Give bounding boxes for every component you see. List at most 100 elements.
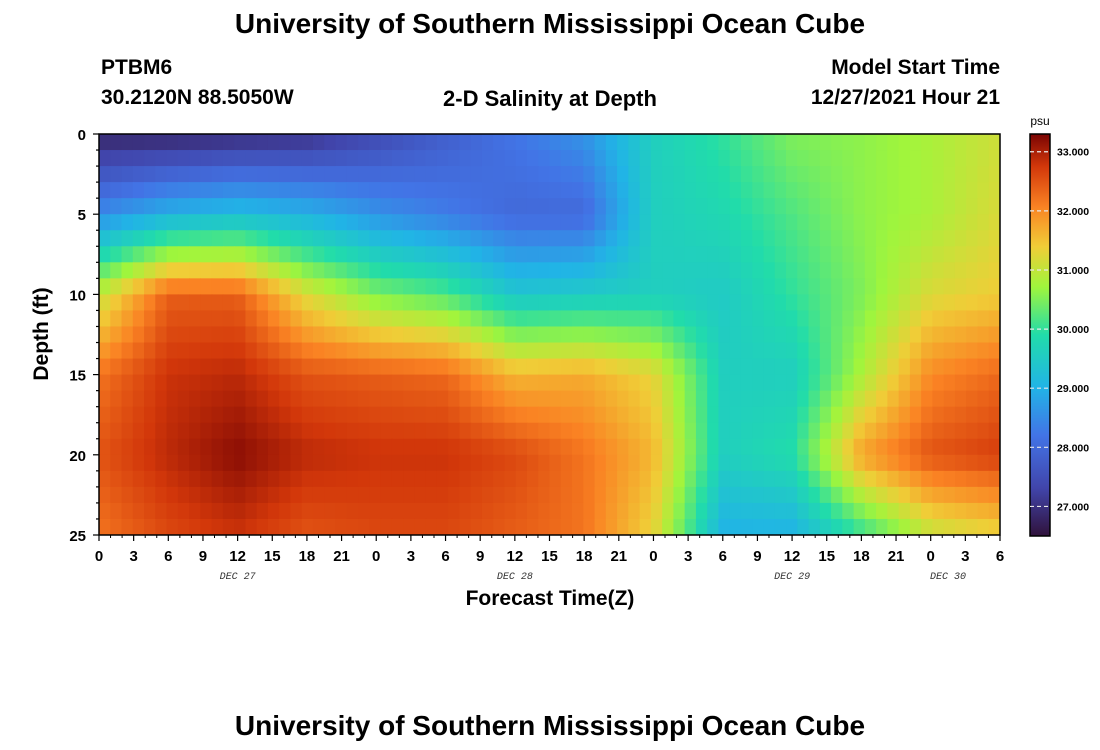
heatmap-cell bbox=[684, 262, 697, 279]
heatmap-cell bbox=[718, 358, 731, 376]
heatmap-cell bbox=[740, 294, 753, 312]
heatmap-cell bbox=[853, 390, 866, 408]
date-label: DEC 28 bbox=[497, 572, 533, 583]
heatmap-cell bbox=[256, 342, 269, 360]
heatmap-cell bbox=[876, 246, 888, 263]
heatmap-cell bbox=[831, 278, 843, 295]
heatmap-cell bbox=[650, 422, 663, 440]
heatmap-cell bbox=[808, 262, 821, 279]
heatmap-cell bbox=[256, 150, 269, 167]
x-tick-label: 18 bbox=[853, 548, 870, 565]
heatmap-cell bbox=[335, 438, 348, 456]
heatmap-cell bbox=[222, 310, 235, 328]
heatmap-cell bbox=[189, 278, 201, 295]
heatmap-cell bbox=[256, 390, 269, 408]
heatmap-cell bbox=[583, 294, 596, 312]
heatmap-cell bbox=[526, 214, 539, 231]
heatmap-cell bbox=[515, 278, 528, 295]
heatmap-cell bbox=[335, 390, 348, 408]
heatmap-cell bbox=[132, 406, 145, 424]
heatmap-cell bbox=[887, 182, 900, 199]
heatmap-cell bbox=[267, 294, 280, 312]
heatmap-cell bbox=[481, 294, 494, 312]
heatmap-cell bbox=[549, 150, 562, 167]
heatmap-cell bbox=[267, 278, 280, 295]
heatmap-cell bbox=[786, 342, 798, 360]
heatmap-cell bbox=[380, 422, 393, 440]
heatmap-cell bbox=[346, 374, 359, 392]
heatmap-cell bbox=[909, 198, 922, 215]
heatmap-cell bbox=[560, 310, 573, 328]
heatmap-cell bbox=[301, 422, 314, 440]
heatmap-cell bbox=[515, 502, 528, 520]
heatmap-cell bbox=[740, 390, 753, 408]
heatmap-cell bbox=[943, 182, 956, 199]
heatmap-cell bbox=[774, 150, 787, 167]
heatmap-cell bbox=[504, 406, 517, 424]
heatmap-cell bbox=[358, 326, 370, 344]
heatmap-cell bbox=[222, 390, 235, 408]
heatmap-cell bbox=[707, 294, 720, 312]
heatmap-cell bbox=[448, 326, 460, 344]
heatmap-cell bbox=[448, 374, 460, 392]
heatmap-cell bbox=[132, 294, 145, 312]
heatmap-cell bbox=[707, 262, 720, 279]
heatmap-cell bbox=[921, 390, 934, 408]
heatmap-cell bbox=[831, 310, 843, 328]
heatmap-cell bbox=[549, 166, 562, 183]
heatmap-cell bbox=[887, 470, 900, 488]
heatmap-cell bbox=[504, 150, 517, 167]
heatmap-cell bbox=[425, 166, 438, 183]
heatmap-cell bbox=[752, 150, 765, 167]
heatmap-cell bbox=[200, 470, 213, 488]
heatmap-cell bbox=[481, 406, 494, 424]
heatmap-cell bbox=[583, 438, 596, 456]
heatmap-cell bbox=[526, 342, 539, 360]
heatmap-cell bbox=[583, 182, 596, 199]
heatmap-cell bbox=[774, 166, 787, 183]
heatmap-cell bbox=[876, 230, 888, 247]
heatmap-cell bbox=[200, 150, 213, 167]
heatmap-cell bbox=[909, 374, 922, 392]
heatmap-cell bbox=[99, 406, 111, 424]
heatmap-cell bbox=[583, 150, 596, 167]
heatmap-cell bbox=[414, 310, 427, 328]
heatmap-cell bbox=[594, 486, 607, 504]
heatmap-cell bbox=[279, 166, 292, 183]
heatmap-cell bbox=[819, 198, 832, 215]
heatmap-cell bbox=[493, 390, 506, 408]
heatmap-cell bbox=[504, 134, 517, 151]
heatmap-cell bbox=[121, 502, 134, 520]
heatmap-cell bbox=[414, 358, 427, 376]
heatmap-cell bbox=[312, 134, 325, 151]
heatmap-cell bbox=[414, 486, 427, 504]
heatmap-cell bbox=[301, 438, 314, 456]
heatmap-cell bbox=[200, 422, 213, 440]
heatmap-cell bbox=[99, 342, 111, 360]
heatmap-cell bbox=[774, 262, 787, 279]
heatmap-cell bbox=[954, 150, 967, 167]
heatmap-cell bbox=[740, 406, 753, 424]
heatmap-cell bbox=[324, 182, 337, 199]
heatmap-cell bbox=[279, 390, 292, 408]
heatmap-cell bbox=[346, 294, 359, 312]
heatmap-cell bbox=[650, 358, 663, 376]
heatmap-cell bbox=[831, 422, 843, 440]
heatmap-cell bbox=[898, 326, 911, 344]
heatmap-cell bbox=[267, 422, 280, 440]
heatmap-cell bbox=[966, 342, 979, 360]
heatmap-cell bbox=[617, 182, 629, 199]
heatmap-cell bbox=[842, 294, 855, 312]
heatmap-cell bbox=[718, 230, 731, 247]
heatmap-cell bbox=[831, 438, 843, 456]
heatmap-cell bbox=[526, 230, 539, 247]
heatmap-cell bbox=[515, 406, 528, 424]
heatmap-cell bbox=[245, 518, 258, 535]
heatmap-cell bbox=[650, 278, 663, 295]
heatmap-cell bbox=[583, 134, 596, 151]
heatmap-cell bbox=[481, 486, 494, 504]
heatmap-cell bbox=[572, 390, 584, 408]
heatmap-cell bbox=[436, 518, 449, 535]
heatmap-cell bbox=[222, 486, 235, 504]
